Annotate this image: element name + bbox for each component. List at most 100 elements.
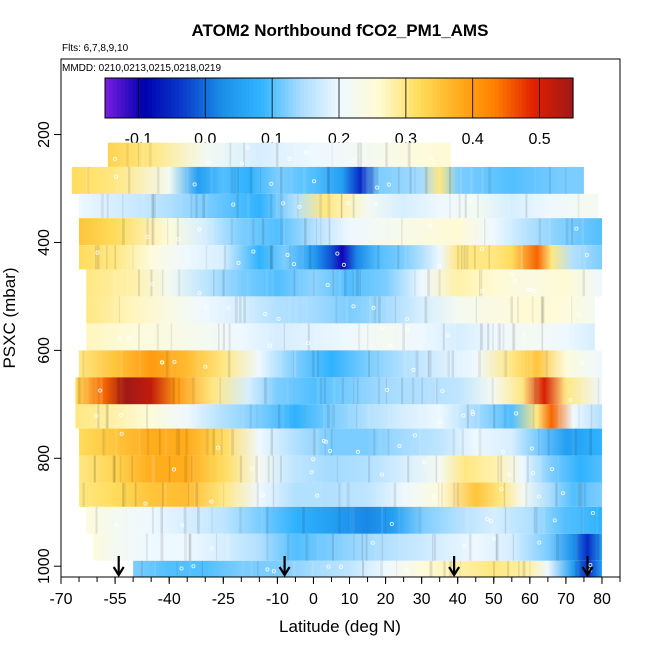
colorbar-segment: [257, 78, 262, 118]
band-streak: [352, 506, 355, 534]
sample-marker: [206, 160, 211, 165]
band-streak: [493, 560, 495, 577]
band-streak: [485, 455, 488, 483]
colorbar-segment: [124, 78, 129, 118]
band-streak: [341, 377, 344, 405]
band-streak: [376, 166, 379, 194]
band-streak: [491, 377, 494, 405]
sample-marker: [265, 567, 270, 572]
band-streak: [344, 269, 347, 297]
band-streak: [373, 428, 376, 456]
colorbar-segment: [448, 78, 453, 118]
colorbar-segment: [409, 78, 414, 118]
band-streak: [247, 142, 249, 167]
band-streak: [509, 428, 512, 456]
band-streak: [106, 193, 109, 219]
heatmap-band: [86, 296, 595, 324]
band-streak: [154, 560, 156, 577]
band-streak: [249, 166, 253, 194]
band-streak: [414, 166, 416, 194]
band-streak: [531, 296, 534, 324]
band-streak: [279, 166, 283, 194]
band-streak: [333, 377, 336, 405]
colorbar-segment: [479, 78, 484, 118]
band-streak: [362, 560, 365, 577]
band-streak: [201, 560, 203, 577]
band-streak: [366, 166, 370, 194]
band-streak: [428, 350, 430, 378]
band-streak: [241, 296, 244, 324]
sample-marker: [159, 360, 164, 365]
band-streak: [342, 482, 346, 507]
sample-marker: [437, 264, 442, 269]
x-tick-label: 60: [521, 591, 539, 608]
band-streak: [328, 218, 331, 246]
colorbar-segment: [202, 78, 207, 118]
band-streak: [484, 218, 486, 246]
colorbar-segment: [502, 78, 508, 118]
x-tick-label: -55: [104, 591, 127, 608]
band-streak: [234, 296, 238, 324]
heatmap-band: [79, 193, 599, 219]
band-streak: [304, 404, 306, 429]
band-streak: [480, 455, 483, 483]
band-streak: [195, 193, 198, 219]
band-streak: [502, 323, 505, 351]
band-streak: [579, 482, 582, 507]
sample-marker: [507, 472, 512, 477]
colorbar-segment: [467, 78, 473, 118]
band-streak: [361, 533, 364, 561]
band-streak: [538, 218, 542, 246]
band-streak: [479, 428, 482, 456]
band-streak: [281, 404, 285, 429]
band-streak: [122, 482, 124, 507]
band-streak: [279, 350, 283, 378]
band-streak: [526, 455, 529, 483]
band-streak: [220, 428, 223, 456]
sample-marker: [171, 467, 177, 472]
colorbar-segment: [284, 78, 289, 118]
colorbar-segment: [288, 78, 293, 118]
sample-marker: [388, 343, 393, 348]
sample-marker: [579, 361, 584, 366]
band-streak: [493, 404, 496, 429]
band-streak: [416, 193, 418, 219]
sample-marker: [346, 201, 351, 206]
band-streak: [457, 245, 460, 270]
band-streak: [513, 455, 515, 483]
band-streak: [205, 193, 208, 219]
band-streak: [507, 350, 509, 378]
sample-marker: [537, 540, 542, 545]
x-tick-label: -40: [158, 591, 181, 608]
band-streak: [338, 482, 341, 507]
band-streak: [301, 296, 305, 324]
band-streak: [376, 245, 380, 270]
band-streak: [95, 455, 98, 483]
band-streak: [438, 269, 441, 297]
band-streak: [94, 377, 98, 405]
colorbar-segment: [440, 78, 445, 118]
colorbar-segment: [405, 78, 410, 118]
band-streak: [480, 533, 483, 561]
band-streak: [459, 560, 461, 577]
sample-marker: [488, 519, 494, 524]
band-streak: [369, 218, 373, 246]
band-streak: [540, 296, 544, 324]
band-streak: [225, 533, 229, 561]
band-streak: [444, 269, 447, 297]
band-streak: [338, 506, 341, 534]
band-streak: [317, 350, 320, 378]
colorbar-segment: [108, 78, 114, 118]
band-streak: [495, 533, 499, 561]
band-streak: [381, 506, 384, 534]
band-streak: [133, 506, 137, 534]
band-streak: [424, 142, 426, 167]
band-streak: [82, 482, 84, 507]
band-streak: [558, 404, 561, 429]
band-streak: [441, 482, 443, 507]
band-streak: [188, 142, 191, 167]
band-streak: [312, 269, 315, 297]
band-streak: [319, 482, 322, 507]
colorbar-segment: [194, 78, 200, 118]
band-streak: [178, 377, 180, 405]
